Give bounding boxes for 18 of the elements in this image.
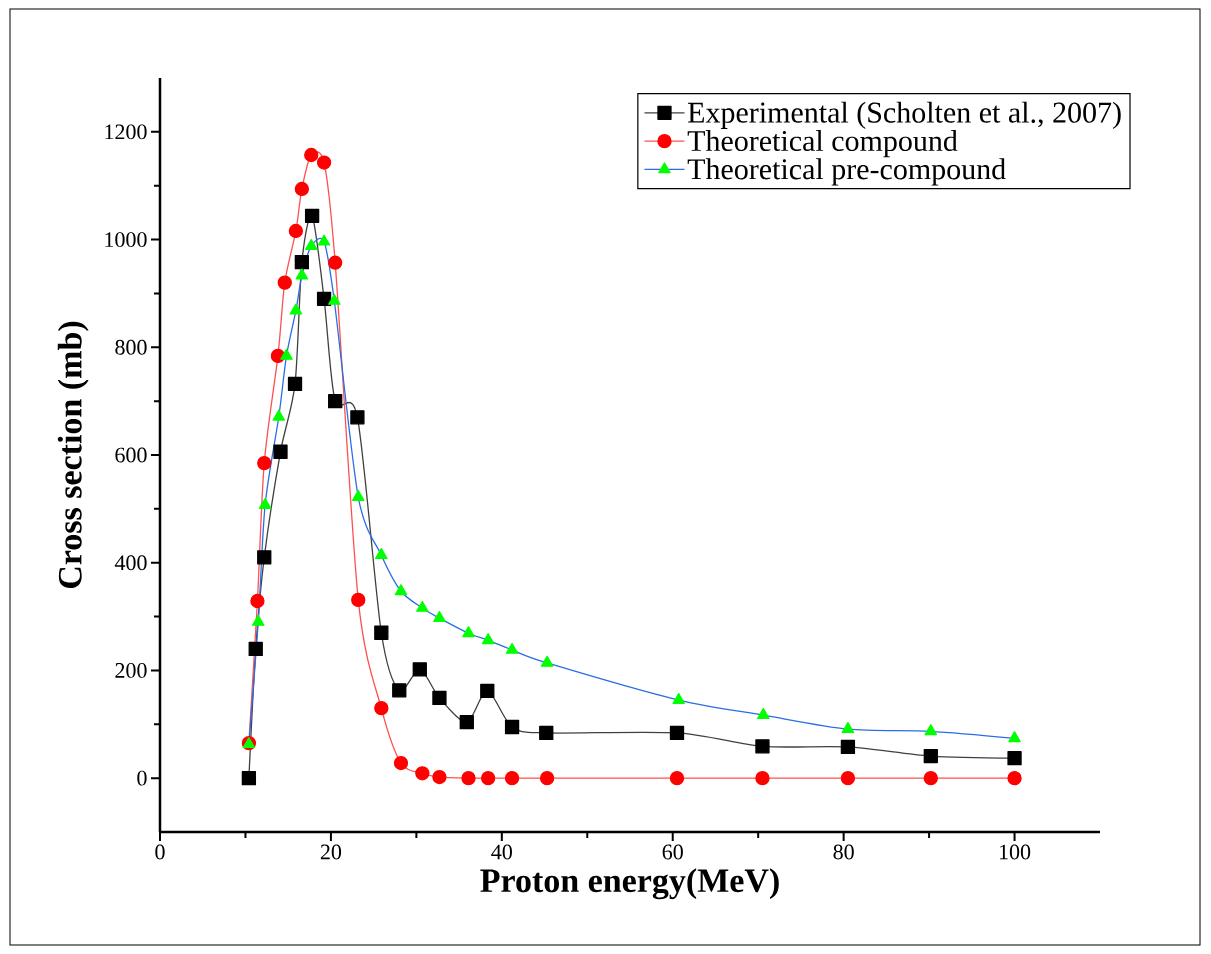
legend-label: Theoretical compound [687,130,958,158]
y-tick-label: 1200 [105,124,147,140]
y-axis-title: Cross section (mb) [57,321,89,589]
x-tick-label: 100 [999,844,1031,860]
y-tick-label: 800 [115,339,147,355]
x-tick-label: 60 [662,844,683,860]
x-tick-label: 20 [320,844,342,860]
x-tick-label: 40 [491,844,512,860]
y-tick-label: 600 [115,447,147,463]
y-tick-label: 400 [114,555,147,571]
x-axis-title: Proton energy(MeV) [480,868,779,900]
y-tick-label: 200 [115,663,147,678]
legend-label: Experimental (Scholten et al., 2007) [688,101,1121,129]
x-tick-label: 0 [155,844,165,860]
y-tick-label: 1000 [105,232,147,247]
y-tick-label: 0 [137,770,147,786]
x-tick-label: 80 [833,844,854,860]
legend-label: Theoretical pre-compound [687,158,1006,186]
